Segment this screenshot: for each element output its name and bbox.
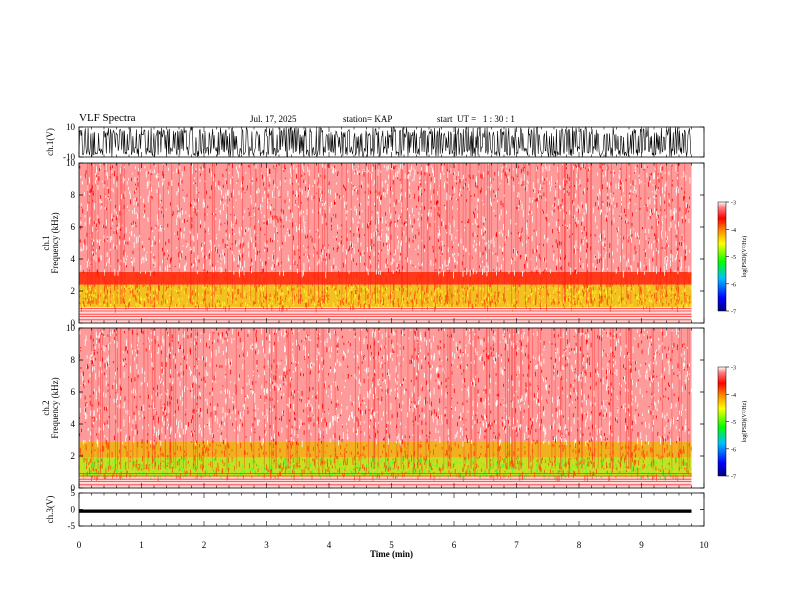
station-label: station= KAP (343, 114, 393, 124)
ch2-red-noise (79, 328, 690, 445)
x-axis-label: Time (min) (370, 549, 413, 559)
colorbar-tick-label: -7 (731, 475, 736, 481)
ch2-spec-ytick-label: 2 (71, 451, 76, 461)
colorbar-tick-label: -4 (731, 228, 736, 234)
xtick-label: 9 (639, 540, 644, 550)
ch1-band-highlight (78, 284, 692, 311)
colorbar-tick-label: -4 (731, 393, 736, 399)
ch1-wave-ytick-label: 10 (66, 122, 76, 132)
xtick-label: 7 (514, 540, 519, 550)
ch2-band-0 (79, 476, 692, 488)
ch2-spec-ytick-label: 0 (71, 483, 76, 493)
ch1-low-lines (79, 308, 692, 321)
colorbar-tick-label: -5 (731, 420, 736, 426)
ch1-wave-ytick-label: -10 (63, 152, 75, 162)
ch3-wave-ylabel: ch.3(V) (45, 496, 55, 524)
ch2-spec-ytick-label: 6 (71, 387, 76, 397)
colorbar-tick-label: -5 (731, 255, 736, 261)
xtick-label: 2 (202, 540, 207, 550)
ch1-spec-ylabel: Frequency (kHz) (50, 212, 60, 273)
ch1-spec-ytick-label: 2 (71, 286, 76, 296)
xtick-label: 8 (577, 540, 582, 550)
xtick-label: 6 (452, 540, 457, 550)
xtick-label: 5 (389, 540, 394, 550)
ch1-trace (78, 126, 692, 158)
ch2-spec-ytick-label: 4 (71, 419, 76, 429)
ch1-wave-xticks (78, 127, 705, 157)
ch3-trace (79, 509, 692, 513)
ch2-low-lines (79, 473, 692, 486)
ch1-band-3 (79, 163, 692, 272)
ch1-spec-ylabel: ch.1 (41, 235, 51, 250)
ch1-band-2 (79, 271, 692, 285)
xtick-label: 4 (327, 540, 332, 550)
ch1-spec-ytick-label: 6 (71, 222, 76, 232)
ch3-wave-ytick-label: 0 (71, 505, 76, 515)
ch2-spec-ytick-label: 8 (71, 355, 76, 365)
ch3-wave-ytick-label: 5 (71, 488, 76, 498)
ch2-spec-ylabel: ch.2 (41, 400, 51, 415)
xtick-label: 10 (700, 540, 710, 550)
ch2-spec-ytick-label: 10 (66, 323, 76, 333)
xtick-label: 1 (139, 540, 144, 550)
colorbar-label: log(PSD)(V²/Hz) (741, 401, 748, 442)
colorbar-label: log(PSD)(V²/Hz) (741, 236, 748, 277)
ch1-band-noise (78, 271, 692, 313)
colorbar-1 (717, 201, 727, 312)
date-label: Jul. 17, 2025 (250, 114, 297, 124)
ch1-red-noise (78, 163, 690, 277)
ch3-wave-ytick-label: -5 (68, 521, 76, 531)
xtick-label: 3 (264, 540, 269, 550)
ch2-white-noise (78, 328, 692, 448)
colorbar-tick-label: -3 (731, 201, 736, 207)
ch3-wave-xticks (78, 493, 705, 526)
ch1-wave-ylabel: ch.1(V) (45, 128, 55, 156)
ch1-spec-ytick-label: 0 (71, 318, 76, 328)
colorbar-tick-label: -6 (731, 447, 736, 453)
colorbar-tick-label: -7 (731, 310, 736, 316)
ch2-spec-xticks (78, 328, 705, 488)
colorbar-tick-label: -6 (731, 282, 736, 288)
ch1-spec-ytick-label: 8 (71, 190, 76, 200)
colorbar-2 (717, 366, 727, 477)
xtick-label: 0 (77, 540, 82, 550)
start-time-label: start UT = 1 : 30 : 1 (437, 114, 515, 124)
ch1-spec-ytick-label: 10 (66, 158, 76, 168)
ch2-spikes (78, 328, 690, 469)
ch1-spec-xticks (78, 163, 705, 323)
colorbar-tick-label: -3 (731, 366, 736, 372)
figure-title: VLF Spectra (79, 112, 136, 124)
ch2-spec-ylabel: Frequency (kHz) (50, 377, 60, 438)
ch1-spec-ytick-label: 4 (71, 254, 76, 264)
